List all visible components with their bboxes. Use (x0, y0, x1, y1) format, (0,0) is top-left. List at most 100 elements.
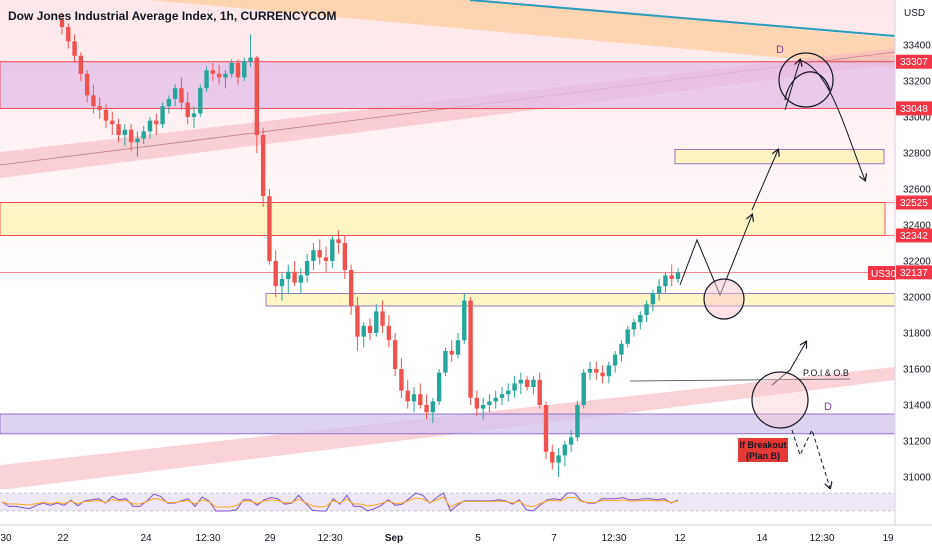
candle (78, 52, 84, 81)
x-tick-label: 19 (882, 533, 894, 544)
y-tick-label: 32200 (903, 257, 931, 268)
zone-target (674, 148, 885, 165)
target-circle (703, 278, 745, 320)
candle (361, 322, 366, 348)
x-tick-label: 22 (57, 533, 69, 544)
projection-path (751, 150, 778, 211)
candle (594, 361, 599, 380)
candle (631, 318, 637, 337)
candle (386, 315, 392, 348)
x-tick-label: 12:30 (317, 533, 342, 544)
currency-label: USD (904, 8, 925, 19)
candle (172, 84, 178, 107)
chart-title: Dow Jones Industrial Average Index, 1h, … (8, 9, 337, 23)
candle (260, 127, 266, 207)
candle (166, 95, 172, 114)
zone-demand (265, 292, 896, 307)
symbol-badge (868, 266, 895, 280)
candle (669, 264, 674, 287)
candle (575, 401, 580, 441)
candle (103, 104, 109, 128)
x-tick-label: 12 (674, 533, 686, 544)
candle (625, 325, 630, 348)
candle (223, 70, 228, 89)
candle (418, 383, 423, 409)
candle (499, 387, 505, 405)
y-tick-label: 32400 (903, 221, 931, 232)
candle (242, 57, 247, 81)
y-tick-label: 32600 (903, 185, 931, 196)
candle (380, 300, 385, 333)
x-tick-label: 14 (756, 533, 768, 544)
candle (550, 444, 555, 470)
price-label: 33048 (900, 104, 928, 115)
candle (656, 279, 662, 301)
candle (411, 387, 417, 413)
candle (235, 59, 241, 85)
y-tick-label: 31200 (903, 437, 931, 448)
candle (663, 271, 668, 294)
projection-path (784, 71, 831, 101)
candle (600, 365, 605, 384)
candle (185, 91, 190, 125)
candle (116, 118, 121, 143)
candle (455, 333, 461, 359)
y-tick-label: 32000 (903, 293, 931, 304)
candle (619, 340, 624, 362)
rsi-ma-line (1, 496, 679, 508)
projection-path (784, 60, 800, 111)
candle (216, 64, 222, 85)
candle (267, 189, 272, 265)
candle (587, 361, 593, 380)
candle (650, 289, 656, 312)
candle (292, 261, 297, 287)
candle (141, 126, 146, 144)
plan-b-box (738, 438, 788, 462)
candle (160, 102, 165, 128)
projection-path (799, 59, 865, 180)
price-label-badge (896, 265, 932, 280)
symbol-label: US30 (871, 269, 896, 280)
candle (392, 333, 398, 377)
candle (506, 383, 511, 402)
candle (279, 271, 285, 301)
rsi-line (1, 492, 679, 512)
candle (330, 235, 335, 269)
candle (606, 361, 612, 384)
price-label-badge (896, 101, 932, 116)
x-tick-label: 30 (0, 533, 12, 544)
candle (323, 246, 329, 272)
candle (462, 293, 467, 344)
candle (543, 401, 549, 459)
candle (493, 390, 498, 409)
candle (248, 34, 253, 67)
candle (273, 250, 278, 297)
price-label-badge (896, 54, 932, 69)
candle (229, 59, 234, 78)
x-tick-label: Sep (385, 533, 403, 544)
candle (154, 113, 159, 135)
candle (518, 372, 524, 395)
candle (110, 111, 115, 135)
price-label: 32525 (900, 198, 928, 209)
candle (474, 390, 480, 416)
candle (644, 300, 649, 323)
candle (581, 369, 586, 409)
zone-supply (0, 202, 886, 236)
candle (286, 264, 291, 294)
x-tick-label: 7 (551, 533, 557, 544)
projection-path (679, 215, 752, 297)
candle (537, 372, 542, 409)
y-tick-label: 31000 (903, 473, 931, 484)
candle (399, 358, 404, 398)
x-tick-label: 12:30 (809, 533, 834, 544)
x-tick-label: 5 (475, 533, 481, 544)
y-tick-label: 33400 (903, 41, 931, 52)
candle (367, 318, 373, 341)
x-tick-label: 24 (140, 533, 152, 544)
target-circle (778, 52, 834, 108)
candle (59, 12, 65, 35)
candle (122, 124, 128, 146)
